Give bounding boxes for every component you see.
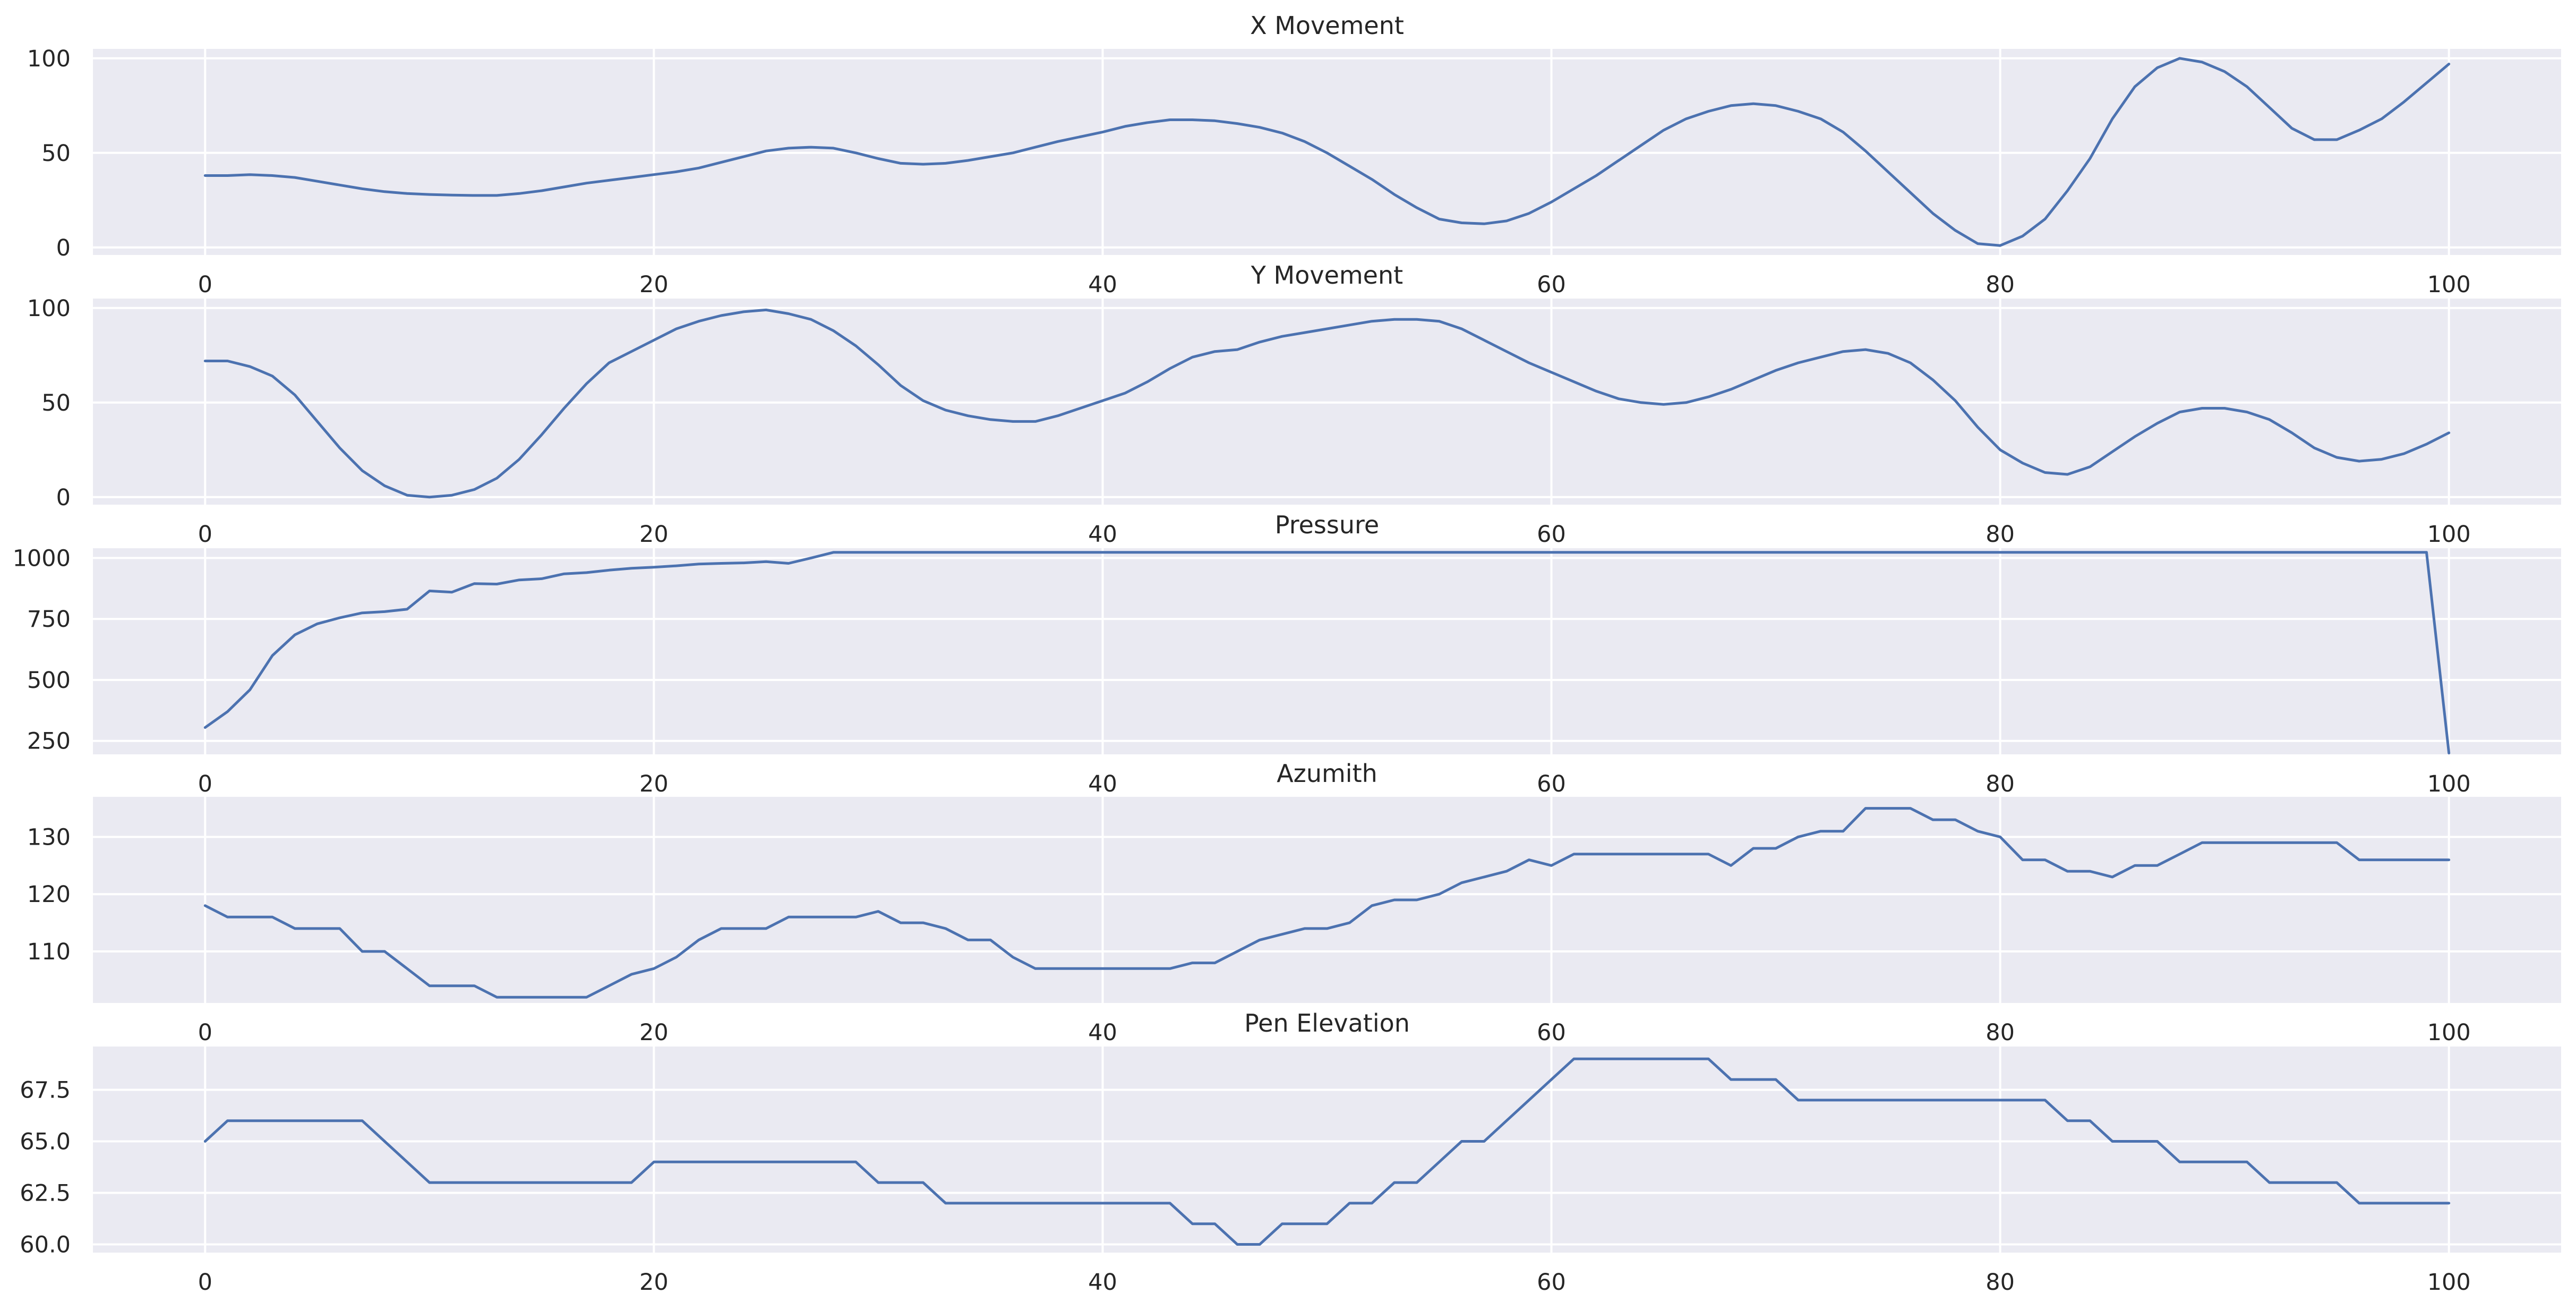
x-tick-label: 60 [1537, 1019, 1566, 1046]
y-tick-label: 65.0 [20, 1128, 71, 1155]
y-tick-label: 50 [41, 140, 71, 167]
x-tick-label: 80 [1986, 1269, 2015, 1296]
panel-title: Y Movement [1251, 261, 1403, 290]
y-tick-label: 250 [27, 728, 71, 755]
x-tick-label: 100 [2427, 771, 2471, 797]
x-tick-label: 100 [2427, 271, 2471, 298]
y-tick-label: 60.0 [20, 1231, 71, 1258]
x-tick-label: 80 [1986, 521, 2015, 548]
y-tick-label: 0 [56, 484, 71, 511]
x-tick-label: 40 [1088, 1269, 1117, 1296]
x-tick-label: 60 [1537, 771, 1566, 797]
series-line [203, 1057, 2451, 1246]
panel-azumith: 0 20 40 60 80 100 110 120 130 Azumith [27, 759, 2561, 1046]
y-tick-label: 100 [27, 46, 71, 72]
plot-area [93, 548, 2561, 754]
x-tick-label: 40 [1088, 271, 1117, 298]
panel-x-movement: 0 20 40 60 80 100 0 50 100 X Movement [27, 11, 2561, 298]
panel-pen-elevation: 0 20 40 60 80 100 60.0 62.5 65.0 67.5 Pen Elevatio… [20, 1009, 2561, 1296]
y-tick-label: 120 [27, 881, 71, 908]
plot-area [93, 797, 2561, 1003]
x-tick-label: 20 [639, 1019, 669, 1046]
x-tick-label: 100 [2427, 1269, 2471, 1296]
plot-area [93, 1047, 2561, 1253]
x-tick-label: 40 [1088, 771, 1117, 797]
x-tick-label: 20 [639, 521, 669, 548]
x-tick-label: 100 [2427, 1019, 2471, 1046]
y-tick-label: 500 [27, 667, 71, 694]
x-tick-label: 40 [1088, 1019, 1117, 1046]
x-tick-label: 0 [198, 771, 212, 797]
x-tick-label: 40 [1088, 521, 1117, 548]
y-tick-label: 62.5 [20, 1180, 71, 1206]
panel-title: Azumith [1277, 759, 1377, 788]
x-tick-label: 0 [198, 521, 212, 548]
series-line [203, 807, 2451, 999]
x-tick-label: 60 [1537, 271, 1566, 298]
x-tick-label: 60 [1537, 521, 1566, 548]
x-tick-label: 100 [2427, 521, 2471, 548]
y-tick-label: 1000 [13, 545, 71, 572]
x-tick-label: 0 [198, 1269, 212, 1296]
y-tick-label: 0 [56, 235, 71, 261]
y-tick-label: 50 [41, 390, 71, 416]
x-tick-label: 20 [639, 1269, 669, 1296]
series-line [203, 308, 2451, 499]
x-tick-label: 20 [639, 771, 669, 797]
y-tick-label: 110 [27, 939, 71, 965]
panel-y-movement: 0 20 40 60 80 100 0 50 100 Y Movement [27, 261, 2561, 548]
x-tick-label: 80 [1986, 771, 2015, 797]
panel-title: Pen Elevation [1244, 1009, 1410, 1037]
x-tick-label: 0 [198, 1019, 212, 1046]
x-tick-label: 0 [198, 271, 212, 298]
y-tick-label: 100 [27, 295, 71, 322]
x-tick-label: 80 [1986, 271, 2015, 298]
panel-title: X Movement [1250, 11, 1404, 40]
x-tick-label: 20 [639, 271, 669, 298]
y-tick-label: 67.5 [20, 1077, 71, 1103]
series-line [203, 551, 2451, 755]
x-tick-label: 60 [1537, 1269, 1566, 1296]
panel-title: Pressure [1275, 511, 1379, 539]
x-tick-label: 80 [1986, 1019, 2015, 1046]
y-tick-label: 130 [27, 824, 71, 850]
y-tick-label: 750 [27, 606, 71, 633]
series-line [203, 57, 2451, 247]
